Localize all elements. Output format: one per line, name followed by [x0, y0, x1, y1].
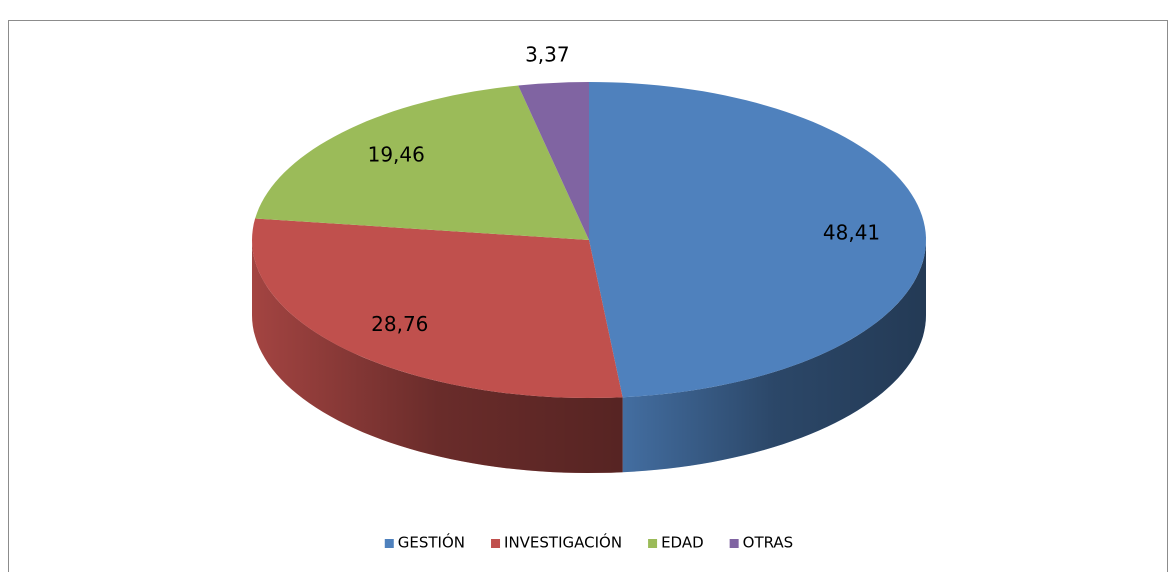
slice [252, 218, 623, 398]
legend-swatch [648, 539, 658, 548]
legend-label: INVESTIGACIÓN [504, 533, 622, 552]
data-label: 3,37 [525, 43, 570, 67]
slice-side-shade [252, 240, 623, 473]
legend-swatch [729, 539, 739, 548]
slice [589, 82, 926, 398]
data-label: 19,46 [368, 143, 425, 167]
legend-swatch [384, 539, 394, 548]
legend-label: GESTIÓN [398, 533, 465, 552]
legend-label: OTRAS [743, 534, 794, 552]
slice-side-shade [622, 240, 926, 473]
legend-swatch [491, 539, 501, 548]
slice [255, 85, 589, 240]
data-label: 48,41 [823, 220, 880, 244]
data-label: 28,76 [371, 312, 428, 336]
slice [518, 82, 589, 240]
legend-label: EDAD [661, 534, 704, 552]
